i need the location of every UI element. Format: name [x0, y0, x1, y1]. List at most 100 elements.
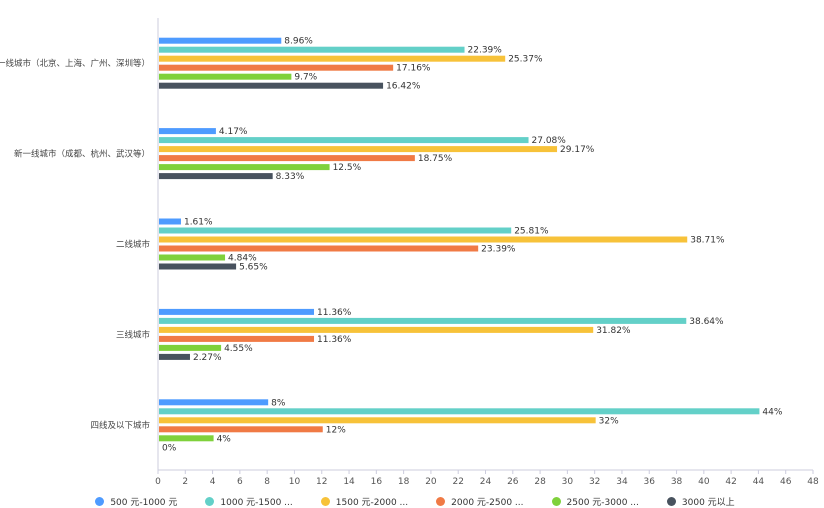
- data-label: 12.5%: [333, 163, 362, 173]
- data-label: 44%: [762, 407, 782, 417]
- bar[interactable]: [159, 308, 315, 315]
- bar[interactable]: [159, 326, 594, 333]
- bar[interactable]: [159, 64, 394, 71]
- x-tick-label: 48: [807, 477, 819, 487]
- data-label: 0%: [162, 443, 177, 453]
- bar[interactable]: [159, 55, 506, 62]
- data-label: 4.17%: [219, 127, 248, 137]
- x-tick-label: 0: [155, 477, 161, 487]
- legend-item[interactable]: 2000 元-2500 ...: [436, 495, 524, 508]
- legend-item[interactable]: 500 元-1000 元: [95, 495, 177, 508]
- legend-label: 2000 元-2500 ...: [451, 498, 524, 508]
- data-label: 31.82%: [596, 326, 631, 336]
- bar[interactable]: [159, 254, 226, 261]
- bar[interactable]: [159, 417, 596, 424]
- bar[interactable]: [159, 82, 384, 89]
- x-tick-label: 26: [507, 477, 519, 487]
- bar[interactable]: [159, 335, 315, 342]
- bar[interactable]: [159, 236, 688, 243]
- x-tick-label: 2: [182, 477, 188, 487]
- x-tick-label: 6: [237, 477, 243, 487]
- data-label: 2.27%: [193, 353, 222, 363]
- legend: 500 元-1000 元 1000 元-1500 ... 1500 元-2000 .…: [0, 495, 824, 508]
- category-label: 三线城市: [116, 329, 151, 340]
- bar[interactable]: [159, 128, 216, 135]
- legend-label: 3000 元以上: [681, 498, 735, 508]
- x-tick-label: 42: [725, 477, 736, 487]
- x-tick-label: 32: [589, 477, 600, 487]
- category-label: 一线城市（北京、上海、广州、深圳等）: [0, 58, 150, 69]
- bar[interactable]: [159, 164, 330, 171]
- data-label: 8.96%: [284, 37, 313, 47]
- bar[interactable]: [159, 317, 687, 324]
- data-label: 22.39%: [468, 46, 503, 56]
- legend-label: 500 元-1000 元: [110, 498, 178, 508]
- data-label: 25.37%: [508, 55, 543, 65]
- legend-dot-icon: [95, 497, 105, 506]
- bar[interactable]: [159, 227, 512, 234]
- x-tick-label: 4: [210, 477, 216, 487]
- bar[interactable]: [159, 146, 558, 153]
- data-label: 18.75%: [418, 154, 453, 164]
- bar[interactable]: [159, 46, 465, 53]
- data-label: 29.17%: [560, 145, 595, 155]
- bar[interactable]: [159, 399, 269, 406]
- bar[interactable]: [159, 353, 190, 360]
- data-label: 23.39%: [481, 245, 516, 255]
- bar[interactable]: [159, 73, 292, 80]
- x-tick-label: 22: [452, 477, 463, 487]
- bar[interactable]: [159, 344, 222, 351]
- data-label: 16.42%: [386, 82, 421, 92]
- bar[interactable]: [159, 408, 760, 415]
- data-label: 27.08%: [532, 136, 567, 146]
- x-tick-label: 10: [289, 477, 301, 487]
- bar[interactable]: [159, 155, 415, 162]
- data-label: 17.16%: [396, 64, 431, 74]
- data-label: 11.36%: [317, 308, 352, 318]
- bar[interactable]: [159, 245, 479, 252]
- x-tick-label: 40: [698, 477, 710, 487]
- legend-dot-icon: [320, 497, 330, 506]
- x-tick-label: 12: [316, 477, 327, 487]
- x-tick-label: 30: [562, 477, 574, 487]
- category-label: 二线城市: [116, 239, 151, 250]
- x-tick-label: 38: [671, 477, 683, 487]
- bar[interactable]: [159, 218, 181, 225]
- x-tick-label: 8: [264, 477, 270, 487]
- x-tick-label: 20: [425, 477, 437, 487]
- legend-item[interactable]: 2500 元-3000 ...: [551, 495, 639, 508]
- bar[interactable]: [159, 435, 214, 442]
- data-label: 4.55%: [224, 344, 253, 354]
- bar-chart: 0 2 4 6 8 10 12 14 16 18 20 22 24 26 28 30 32 34 36 38 40 42 4…: [0, 18, 819, 487]
- x-tick-label: 16: [371, 477, 383, 487]
- legend-item[interactable]: 1500 元-2000 ...: [320, 495, 409, 508]
- x-tick-label: 18: [398, 477, 410, 487]
- bar[interactable]: [159, 137, 529, 144]
- data-label: 9.7%: [294, 73, 317, 83]
- bar[interactable]: [159, 426, 323, 433]
- legend-dot-icon: [551, 497, 561, 506]
- legend-label: 1500 元-2000 ...: [335, 498, 409, 508]
- bar[interactable]: [159, 173, 273, 180]
- data-label: 1.61%: [184, 218, 213, 228]
- data-label: 38.64%: [689, 317, 724, 327]
- legend-item[interactable]: 1000 元-1500 ...: [205, 495, 293, 508]
- data-label: 4.84%: [228, 254, 257, 264]
- legend-dot-icon: [205, 497, 215, 506]
- data-label: 12%: [326, 425, 346, 435]
- data-label: 4%: [217, 434, 232, 444]
- bar[interactable]: [159, 37, 282, 44]
- legend-label: 1000 元-1500 ...: [220, 498, 293, 508]
- x-tick-label: 44: [753, 477, 765, 487]
- data-label: 5.65%: [239, 263, 268, 273]
- legend-dot-icon: [666, 497, 676, 506]
- x-tick-label: 36: [644, 477, 656, 487]
- legend-item[interactable]: 3000 元以上: [666, 495, 735, 508]
- data-label: 11.36%: [317, 335, 352, 345]
- x-tick-label: 46: [780, 477, 792, 487]
- data-label: 38.71%: [690, 236, 725, 246]
- category-label: 新一线城市（成都、杭州、武汉等）: [14, 149, 150, 160]
- data-label: 32%: [599, 416, 619, 426]
- bar[interactable]: [159, 263, 237, 270]
